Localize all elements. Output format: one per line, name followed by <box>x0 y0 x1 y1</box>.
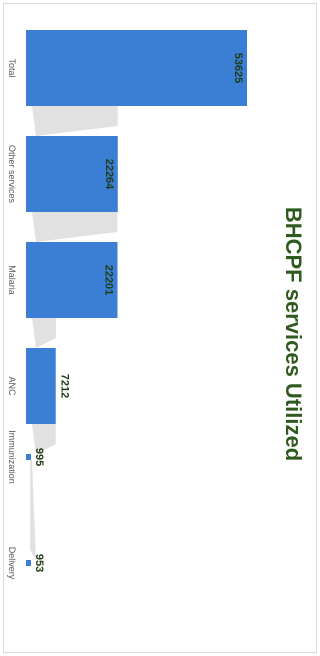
bar-delivery <box>26 560 31 566</box>
bar-total <box>26 30 247 106</box>
value-label-other-services: 22264 <box>103 159 115 190</box>
value-label-total: 53625 <box>232 53 244 84</box>
bar-malaria <box>26 242 118 318</box>
value-labels: 53625 22264 22201 7212 995 953 <box>33 53 244 572</box>
category-labels: Total Other services Malaria ANC Immunizatio… <box>7 58 17 579</box>
category-label-total: Total <box>7 58 17 77</box>
value-label-malaria: 22201 <box>102 265 114 296</box>
shadow-total <box>32 106 118 136</box>
category-label-delivery: Delivery <box>7 547 17 580</box>
value-label-delivery: 953 <box>33 554 45 572</box>
shadow-immunization <box>30 460 36 560</box>
value-label-immunization: 995 <box>33 448 45 466</box>
shadow-anc <box>32 424 56 454</box>
category-label-other-services: Other services <box>7 145 17 204</box>
category-label-malaria: Malaria <box>7 265 17 295</box>
bar-shadows <box>30 106 118 560</box>
category-label-anc: ANC <box>7 376 17 396</box>
bar-immunization <box>26 454 31 460</box>
shadow-other-services <box>32 212 118 242</box>
bars <box>26 30 247 566</box>
shadow-malaria <box>32 318 56 348</box>
bar-anc <box>26 348 56 424</box>
chart-title: BHCPF services Utilized <box>281 207 306 461</box>
bar-other-services <box>26 136 118 212</box>
value-label-anc: 7212 <box>59 374 71 398</box>
category-label-immunization: Immunization <box>7 430 17 484</box>
